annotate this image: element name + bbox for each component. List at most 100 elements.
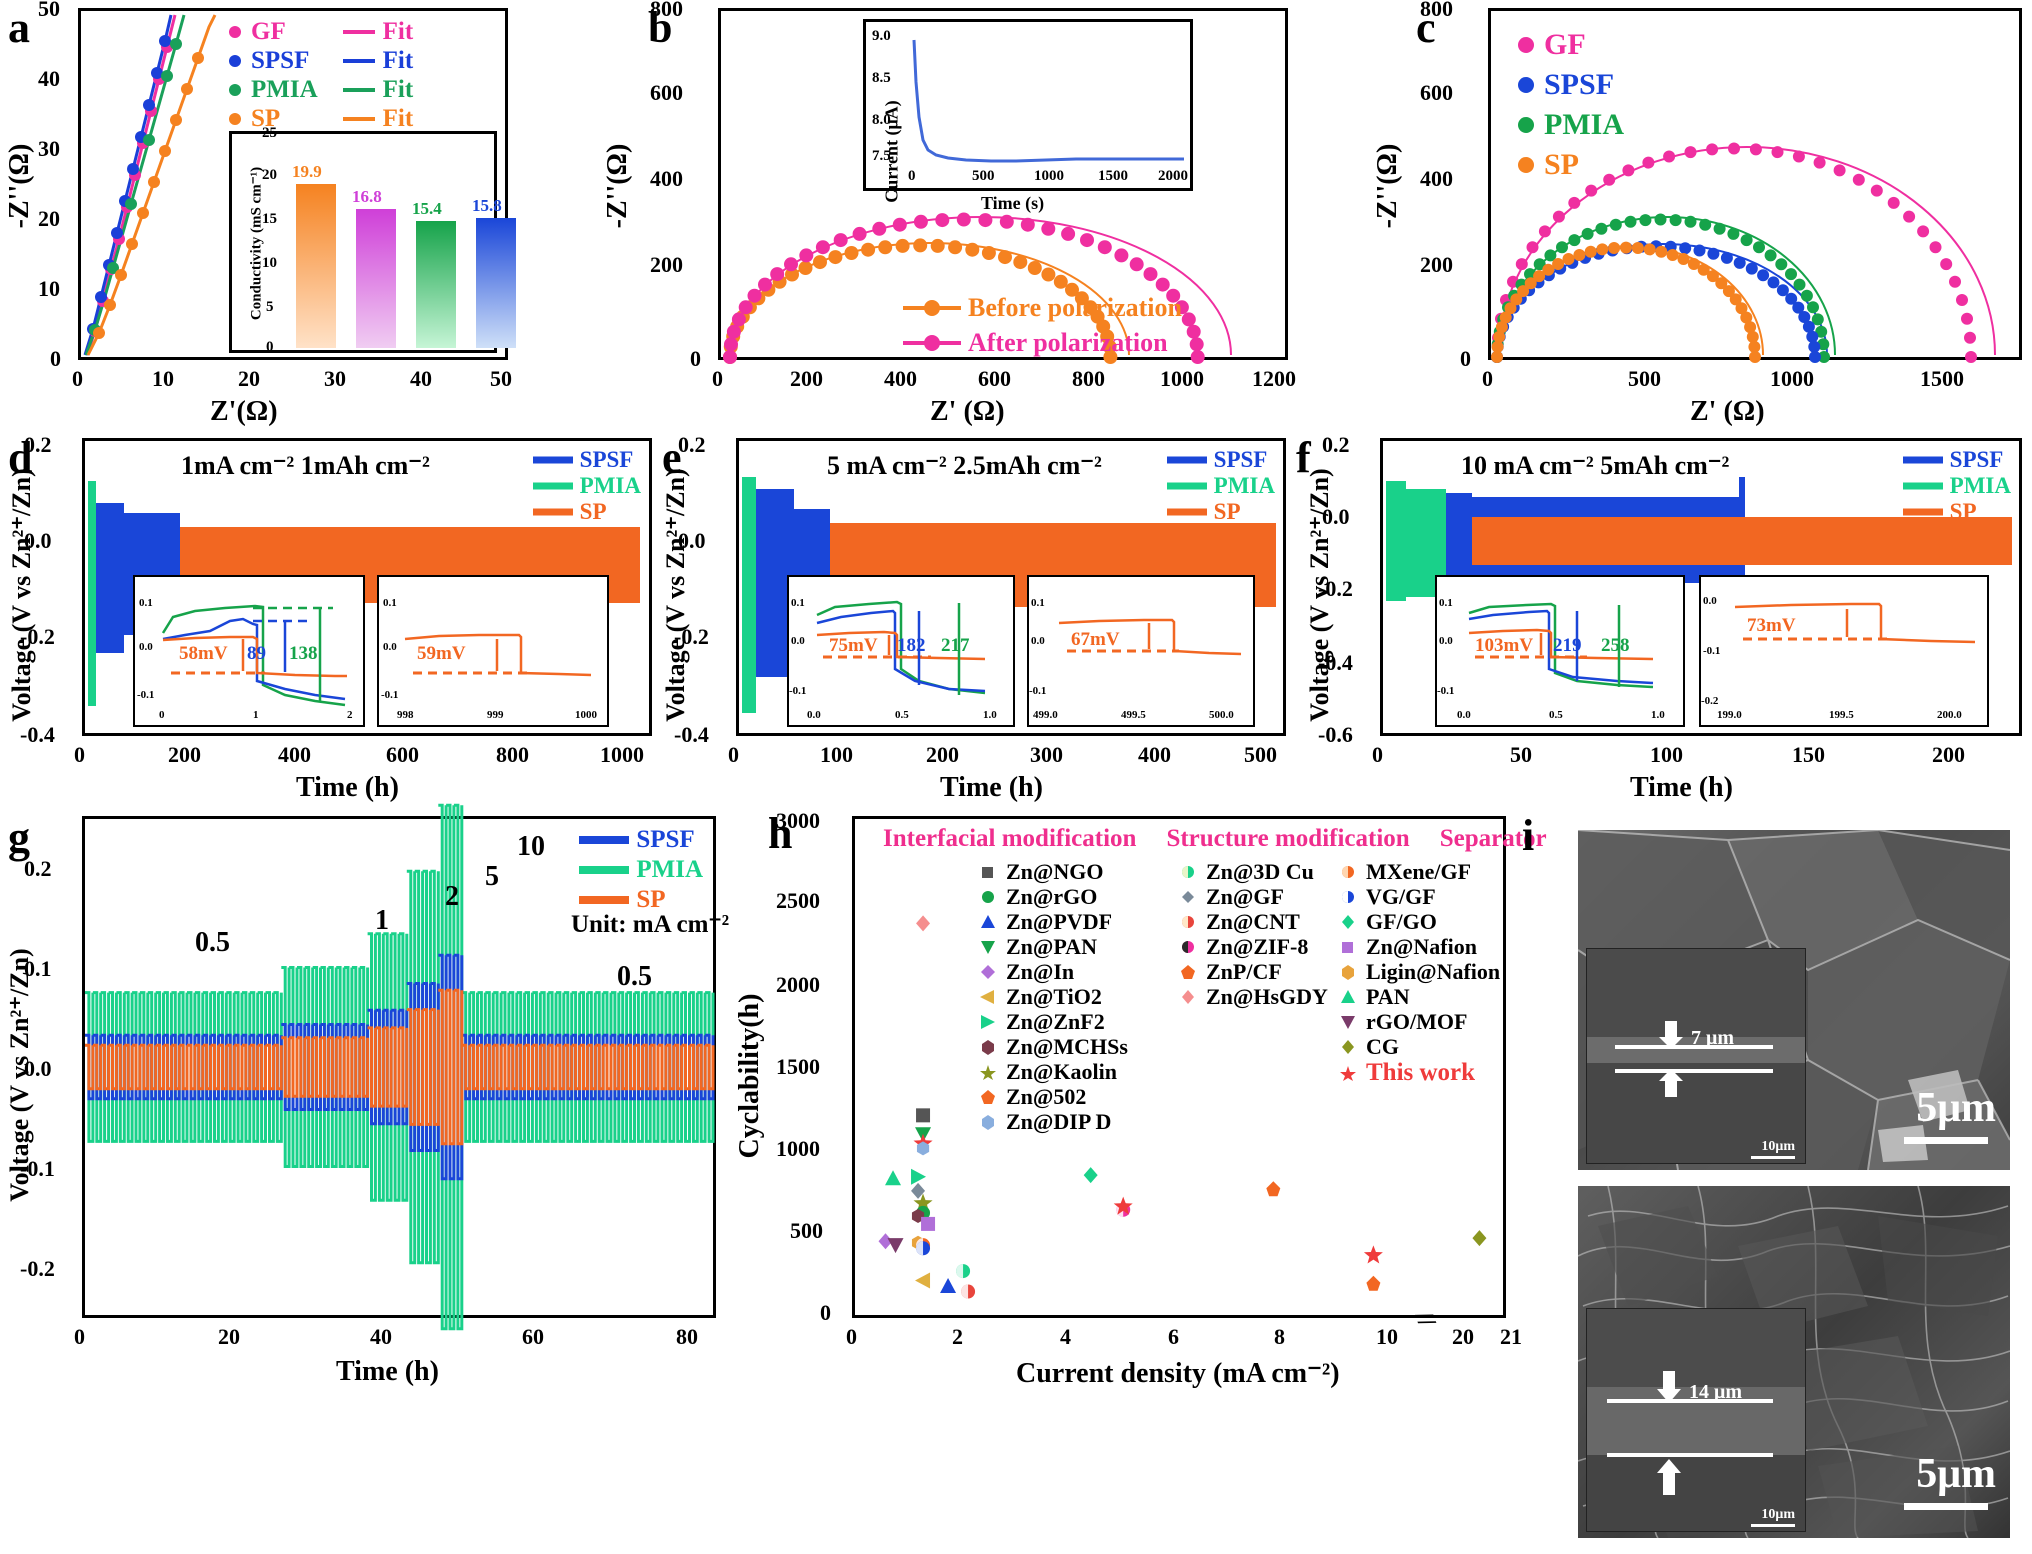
legend-item-h3-thiswork: This work [1337,1059,1500,1087]
panel-d-ytick--0.2: -0.2 [20,624,55,649]
panel-c-ytick-200: 200 [1420,252,1453,277]
panel-e-xtick-400: 400 [1138,742,1171,767]
panel-d-xtick-200: 200 [168,742,201,767]
panel-f-inset-left: 103mV 219 258 0.1 0.0 -0.1 0.0 0.5 1.0 [1435,575,1685,727]
panel-b-xtick-0: 0 [712,366,723,391]
svg-text:73mV: 73mV [1747,615,1796,636]
legend-item-g-sp: SP [579,886,666,913]
legend-item-gf: GF [226,17,318,46]
svg-text:219: 219 [1553,635,1582,656]
panel-b-xtick-200: 200 [790,366,823,391]
panel-c-ylabel: -Z''(Ω) [1372,143,1403,229]
svg-text:182: 182 [897,635,926,656]
panel-h-xtick-2: 2 [952,1324,963,1349]
panel-a-xtick-10: 10 [152,366,174,391]
panel-h-xtick-10: 10 [1376,1324,1398,1349]
legend-item-h3-7: rGO/MOF [1337,1009,1500,1034]
sem-inset-bottom-scalebar [1751,1524,1795,1527]
legend-item-h2-6: Zn@HsGDY [1177,984,1328,1009]
legend-item-h2-4: Zn@ZIF-8 [1177,934,1328,959]
panel-e-xtick-100: 100 [820,742,853,767]
legend-item-fit-pmia: Fit [342,75,414,103]
panel-a-svg [83,14,217,356]
legend-item-h-6: Zn@TiO2 [977,984,1128,1009]
sem-image-bottom: 14 μm 10μm 5μm [1578,1186,2010,1538]
legend-item-c-gf: GF [1515,25,1624,65]
panel-b-xtick-800: 800 [1072,366,1105,391]
legend-item-c-pmia: PMIA [1515,105,1624,145]
panel-b-inset-current: 9.0 8.5 8.0 7.5 0 500 1000 1500 2000 [863,19,1193,191]
panel-a-xtick-0: 0 [72,366,83,391]
sem-inset-top-scalebar [1751,1156,1795,1159]
sem-inset-top: 7 μm 10μm [1586,948,1806,1164]
panel-d-inset-left: 58mV 89 138 0.1 0.0 -0.1 0 1 2 [133,575,365,727]
legend-item-h-2: Zn@rGO [977,884,1128,909]
panel-g-plot: 0.5 1 2 5 10 0.5 Unit: mA cm⁻² SPSF PMIA… [82,803,729,1331]
panel-a-xlabel: Z'(Ω) [210,396,278,427]
group-title-separator: Separator [1439,825,1547,852]
panel-b-inset-xlabel: Time (s) [981,193,1045,213]
panel-b-inset-ylabel: Current (μA) [881,100,902,203]
panel-d-legend: SPSF PMIA SP [532,447,641,525]
panel-c-label: c [1416,3,1436,52]
panel-h-xtick-8: 8 [1274,1324,1285,1349]
panel-f-xtick-150: 150 [1792,742,1825,767]
panel-c-markers [1491,142,1977,363]
panel-i-label: i [1522,811,1535,860]
svg-text:58mV: 58mV [179,643,228,664]
panel-b-xtick-400: 400 [884,366,917,391]
svg-text:258: 258 [1601,635,1630,656]
panel-b-ytick-0: 0 [690,346,701,371]
panel-h-xtick-4: 4 [1060,1324,1071,1349]
panel-e-ytick-0.2: 0.2 [678,432,706,457]
legend-item-h-11: Zn@DIP D [977,1109,1128,1134]
legend-item-h2-1: Zn@3D Cu [1177,859,1328,884]
panel-g-ytick--0.2: -0.2 [20,1256,55,1281]
panel-e-legend: SPSF PMIA SP [1166,447,1275,525]
panel-h-ytick-500: 500 [790,1218,823,1243]
panel-e-xtick-0: 0 [728,742,739,767]
panel-f-xlabel: Time (h) [1630,772,1733,803]
legend-item-e-sp: SP [1166,499,1241,524]
panel-a-xtick-30: 30 [324,366,346,391]
panel-a-xtick-20: 20 [238,366,260,391]
panel-c-xtick-500: 500 [1628,366,1661,391]
panel-b-label: b [648,3,673,52]
panel-g-rate-5: 5 [485,861,499,892]
panel-h-plot: Interfacial modification Structure modif… [852,816,1547,1318]
panel-b-ytick-400: 400 [650,166,683,191]
group-title-structure: Structure modification [1166,825,1410,852]
panel-g-rate-10: 10 [517,831,545,862]
panel-h-xtick-20: 20 [1452,1324,1474,1349]
legend-item-h-1: Zn@NGO [977,859,1128,884]
panel-h-ytick-2000: 2000 [776,972,820,997]
legend-item-h-5: Zn@In [977,959,1128,984]
legend-item-e-pmia: PMIA [1166,473,1275,498]
legend-item-h3-4: Zn@Nafion [1337,934,1500,959]
panel-h-ytick-1500: 1500 [776,1054,820,1079]
panel-h-xtick-6: 6 [1168,1324,1179,1349]
panel-a-legend: GF SPSF PMIA SP Fit Fit Fit Fit [226,17,413,133]
panel-d-label: d [8,433,33,482]
svg-text:59mV: 59mV [417,643,466,664]
panel-h-ytick-2500: 2500 [776,888,820,913]
panel-h-legend-col1: Zn@NGO Zn@rGO Zn@PVDF Zn@PAN Zn@In Zn@Ti… [977,859,1128,1134]
panel-a-label: a [8,3,30,52]
svg-text:138: 138 [289,643,318,664]
legend-item-f-sp: SP [1902,499,1977,524]
panel-a-ytick-10: 10 [38,276,60,301]
panel-f-ylabel: Voltage (V vs Zn²⁺/Zn) [1305,468,1334,722]
panel-c-xtick-1500: 1500 [1920,366,1964,391]
panel-g-rate-1: 1 [375,905,389,936]
panel-e-inset-right: 67mV 0.1 0.0 -0.1 499.0 499.5 500.0 [1027,575,1255,727]
panel-h-ytick-1000: 1000 [776,1136,820,1161]
panel-a-ytick-0: 0 [50,346,61,371]
panel-a-plot: GF SPSF PMIA SP Fit Fit Fit Fit 19.9 16.… [78,8,516,360]
bar-value-spsf: 15.8 [472,195,502,215]
panel-c-ytick-400: 400 [1420,166,1453,191]
panel-d-ytick-0.0: 0.0 [24,528,52,553]
panel-h-label: h [768,809,793,858]
panel-f-xtick-200: 200 [1932,742,1965,767]
panel-h-xtick-21: 21 [1500,1324,1522,1349]
